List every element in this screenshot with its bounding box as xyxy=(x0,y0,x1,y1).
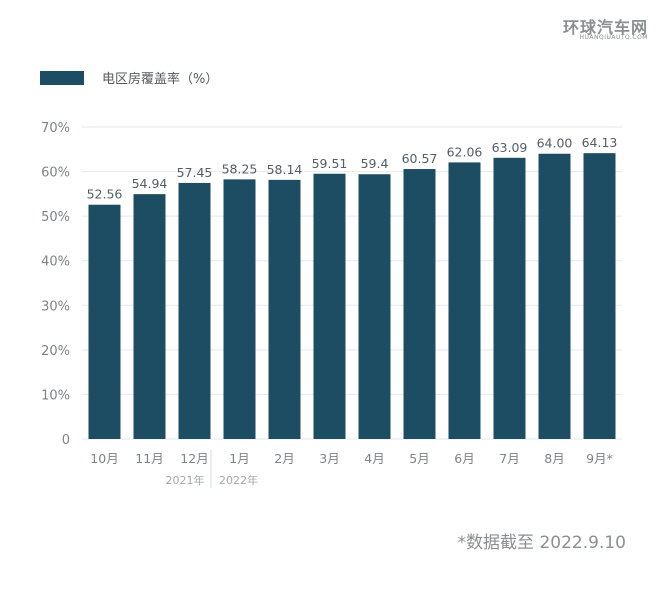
x-tick-label: 6月 xyxy=(454,451,474,466)
y-tick-label: 40% xyxy=(41,255,70,270)
y-tick-label: 60% xyxy=(41,166,70,181)
bar xyxy=(268,179,301,440)
bar xyxy=(538,153,571,439)
x-tick-label: 5月 xyxy=(409,451,429,466)
data-label: 64.13 xyxy=(582,135,618,150)
y-tick-label: 10% xyxy=(41,388,70,403)
data-label: 62.06 xyxy=(447,144,483,159)
x-tick-label: 8月 xyxy=(544,451,564,466)
y-tick-label: 20% xyxy=(41,344,70,359)
data-label: 57.45 xyxy=(177,165,213,180)
y-tick-label: 50% xyxy=(41,210,70,225)
data-label: 54.94 xyxy=(132,176,168,191)
data-label: 64.00 xyxy=(537,136,573,151)
data-label: 58.25 xyxy=(222,161,258,176)
bar xyxy=(448,162,481,439)
x-tick-label: 1月 xyxy=(229,451,249,466)
bar xyxy=(178,182,211,440)
bar xyxy=(493,157,526,439)
bar xyxy=(313,173,346,439)
data-label: 52.56 xyxy=(87,187,123,202)
y-tick-label: 30% xyxy=(41,299,70,314)
y-tick-label: 0 xyxy=(62,433,70,448)
bar xyxy=(88,204,121,439)
x-tick-label: 10月 xyxy=(90,451,118,466)
bar xyxy=(583,153,616,439)
data-label: 63.09 xyxy=(492,140,528,155)
watermark-logo: 环球汽车网 xyxy=(562,18,648,37)
data-label: 58.14 xyxy=(267,162,303,177)
y-tick-label: 70% xyxy=(41,121,70,136)
data-label: 59.4 xyxy=(361,156,389,171)
bar xyxy=(133,194,166,439)
x-tick-label: 9月* xyxy=(586,451,613,466)
footnote: *数据截至 2022.9.10 xyxy=(457,533,626,553)
watermark-url: HUANQIUAUTO.COM xyxy=(579,34,648,41)
year-label: 2022年 xyxy=(219,473,258,487)
x-tick-label: 2月 xyxy=(274,451,294,466)
bar xyxy=(403,169,436,439)
chart-legend: 电区房覆盖率（%） xyxy=(40,68,218,87)
year-label: 2021年 xyxy=(166,473,205,487)
x-tick-label: 12月 xyxy=(180,451,208,466)
bar xyxy=(358,174,391,439)
data-label: 60.57 xyxy=(402,151,438,166)
x-tick-label: 7月 xyxy=(499,451,519,466)
x-tick-label: 11月 xyxy=(135,451,163,466)
legend-swatch xyxy=(40,70,84,85)
x-tick-label: 4月 xyxy=(364,451,384,466)
legend-label: 电区房覆盖率（%） xyxy=(102,72,219,87)
bar xyxy=(223,179,256,439)
x-tick-label: 3月 xyxy=(319,451,339,466)
data-label: 59.51 xyxy=(312,156,348,171)
